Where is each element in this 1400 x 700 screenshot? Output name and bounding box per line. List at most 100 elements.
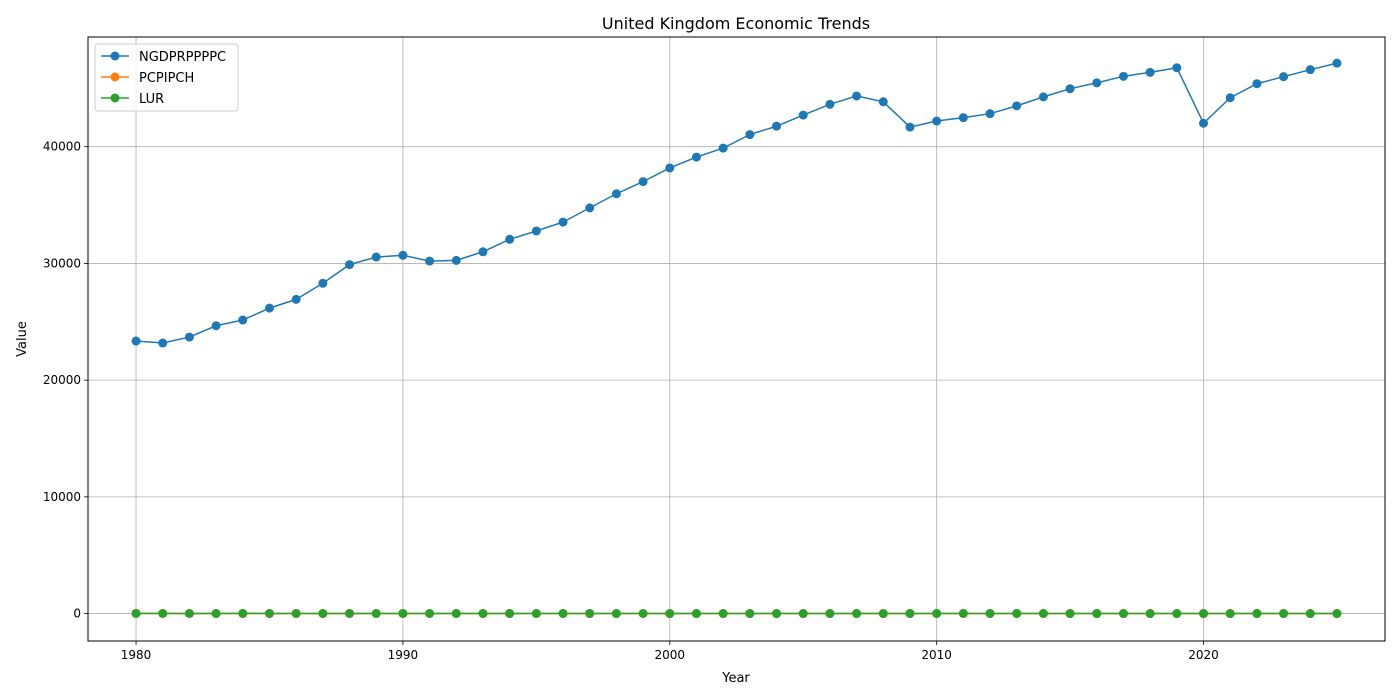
data-point xyxy=(1065,84,1075,94)
data-point xyxy=(451,255,461,265)
data-point xyxy=(932,116,942,126)
legend-marker xyxy=(110,51,120,61)
data-point xyxy=(1332,609,1342,619)
data-point xyxy=(158,338,168,348)
data-point xyxy=(1145,609,1155,619)
x-axis: 1980 1990 2000 2010 2020 xyxy=(121,641,1219,662)
y-tick-label: 30000 xyxy=(43,256,81,270)
data-point xyxy=(665,609,675,619)
data-point xyxy=(798,110,808,120)
data-point xyxy=(585,203,595,213)
data-point xyxy=(291,608,301,618)
data-point xyxy=(1172,63,1182,73)
data-point xyxy=(1012,608,1022,618)
legend-label: PCPIPCH xyxy=(139,71,194,86)
data-point xyxy=(745,609,755,619)
data-point xyxy=(211,321,221,331)
data-point xyxy=(745,130,755,140)
data-point xyxy=(238,315,248,325)
data-point xyxy=(371,608,381,618)
data-point xyxy=(1038,609,1048,618)
legend-item-ngdprppppc: NGDPRPPPPC xyxy=(101,50,226,65)
data-point xyxy=(531,608,541,618)
data-point xyxy=(1118,71,1128,81)
data-point xyxy=(264,303,274,313)
data-point xyxy=(905,608,915,618)
data-point xyxy=(318,608,328,618)
data-point xyxy=(425,256,435,266)
data-point xyxy=(211,608,221,618)
data-point xyxy=(1118,609,1128,619)
data-point xyxy=(184,608,194,618)
data-point xyxy=(1038,92,1048,102)
data-point xyxy=(505,608,515,618)
data-point xyxy=(611,189,621,199)
data-point xyxy=(1305,609,1315,619)
data-point xyxy=(1225,93,1235,103)
x-tick-label: 2000 xyxy=(655,648,686,662)
data-point xyxy=(1172,609,1182,619)
x-tick-label: 1980 xyxy=(121,648,152,662)
x-tick-label: 2020 xyxy=(1188,648,1219,662)
data-point xyxy=(345,260,355,270)
data-point xyxy=(1092,78,1102,88)
data-point xyxy=(958,113,968,123)
data-point xyxy=(852,91,862,101)
data-point xyxy=(985,608,995,618)
data-point xyxy=(1199,118,1209,128)
data-point xyxy=(318,278,328,288)
series-line xyxy=(135,62,1338,344)
data-point xyxy=(398,608,408,618)
data-point xyxy=(958,608,968,618)
data-point xyxy=(158,608,168,618)
data-point xyxy=(1252,609,1262,619)
plot-frame xyxy=(87,36,1386,642)
data-point xyxy=(1065,609,1075,619)
legend-box xyxy=(94,43,239,112)
legend-marker xyxy=(110,93,120,103)
data-point xyxy=(985,109,995,119)
data-point xyxy=(478,247,488,257)
chart-title: United Kingdom Economic Trends xyxy=(602,14,870,33)
y-axis: 0 10000 20000 30000 40000 xyxy=(43,140,88,621)
data-point xyxy=(1145,67,1155,77)
data-point xyxy=(1012,101,1022,111)
x-tick-label: 2010 xyxy=(921,648,952,662)
data-point xyxy=(932,608,942,618)
data-point xyxy=(558,608,568,618)
series-ngdprppppc xyxy=(131,58,1342,348)
legend-label: LUR xyxy=(139,92,164,107)
data-point xyxy=(1279,609,1289,619)
data-point xyxy=(1092,609,1102,619)
data-point xyxy=(184,332,194,342)
data-point xyxy=(131,336,141,346)
data-point xyxy=(478,608,488,618)
legend-item-lur: LUR xyxy=(101,92,164,107)
data-point xyxy=(398,250,408,260)
data-point xyxy=(371,252,381,262)
data-point xyxy=(1225,609,1235,619)
data-point xyxy=(1305,65,1315,75)
data-point xyxy=(238,608,248,618)
data-point xyxy=(691,609,701,619)
data-point xyxy=(131,608,141,618)
data-point xyxy=(585,608,595,618)
y-tick-label: 20000 xyxy=(43,373,81,387)
data-point xyxy=(345,608,355,618)
data-point xyxy=(825,99,835,109)
data-point xyxy=(451,608,461,618)
legend: NGDPRPPPPC PCPIPCH LUR xyxy=(94,43,239,112)
y-tick-label: 10000 xyxy=(43,490,81,504)
legend-label: NGDPRPPPPC xyxy=(139,50,226,65)
data-point xyxy=(291,294,301,304)
y-tick-label: 40000 xyxy=(43,140,81,154)
data-point xyxy=(558,217,568,227)
data-point xyxy=(1199,609,1209,619)
y-tick-label: 0 xyxy=(73,607,81,621)
series-layer xyxy=(131,58,1342,619)
data-point xyxy=(264,608,274,618)
data-point xyxy=(852,609,862,619)
data-point xyxy=(638,609,648,618)
